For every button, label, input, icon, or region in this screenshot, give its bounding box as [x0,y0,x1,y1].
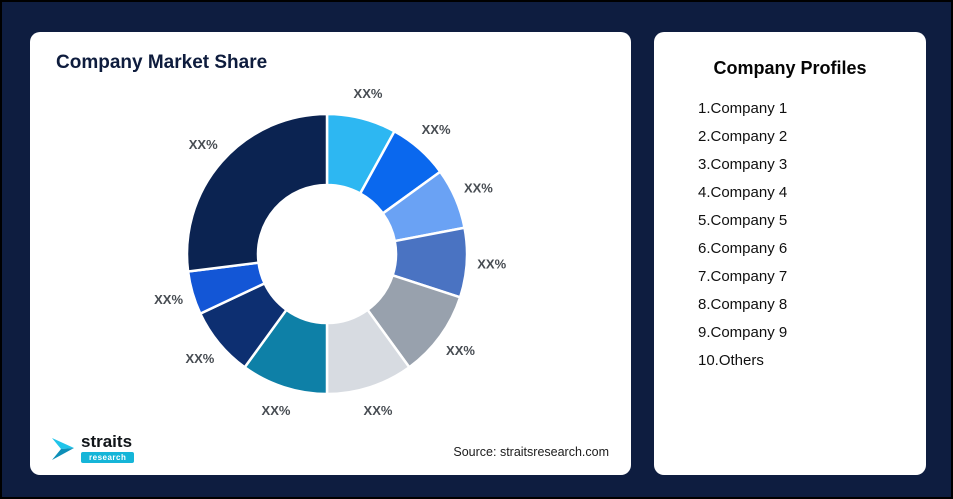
logo-name: straits [81,432,133,451]
logo-text: straits research [81,432,135,463]
straits-research-logo: straits research [52,432,135,463]
slice-label: XX% [364,403,393,418]
source-text: Source: straitsresearch.com [453,445,609,459]
slice-label: XX% [354,86,383,101]
profile-list-item: 8.Company 8 [698,296,788,313]
donut-slice-10 [185,112,329,273]
profile-list-item: 9.Company 9 [698,324,788,341]
logo-sub-label: research [81,452,135,463]
profile-list-item: 5.Company 5 [698,212,788,229]
donut-chart: XX% XX% XX% XX% XX% XX% XX% XX% XX% XX% [154,86,506,418]
profile-list-item: 4.Company 4 [698,184,788,201]
company-profiles-card: Company Profiles 1.Company 1 2.Company 2 3… [654,32,926,475]
slice-label: XX% [477,256,506,271]
profile-list-item: 1.Company 1 [698,100,788,117]
page-title: Company Market Share [56,52,268,73]
profile-list-item: 3.Company 3 [698,156,788,173]
straits-logo-icon [52,438,74,460]
slice-label: XX% [464,181,493,196]
slice-label: XX% [422,122,451,137]
slice-label: XX% [189,137,218,152]
slice-label: XX% [154,292,183,307]
slice-label: XX% [185,351,214,366]
profile-list-item: 6.Company 6 [698,240,788,257]
profiles-title: Company Profiles [713,58,867,78]
profile-list-item: 7.Company 7 [698,268,788,285]
slice-label: XX% [262,403,291,418]
profile-list-item: 2.Company 2 [698,128,788,145]
market-share-card: Company Market Share XX% XX% XX% XX% XX% XX% X… [30,32,631,475]
profiles-list: 1.Company 1 2.Company 2 3.Company 3 4.Compa… [698,95,926,375]
profile-list-item: 10.Others [698,352,764,369]
slice-label: XX% [446,343,475,358]
